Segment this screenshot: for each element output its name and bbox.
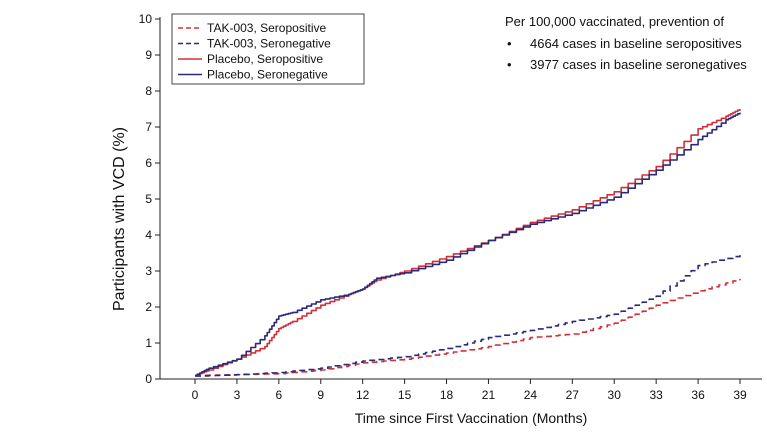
y-axis-title: Participants with VCD (%) [111, 127, 128, 311]
x-tick-label: 12 [356, 388, 370, 402]
x-tick-label: 15 [398, 388, 412, 402]
y-tick-label: 8 [145, 84, 152, 98]
x-tick-label: 9 [317, 388, 324, 402]
y-tick-label: 3 [145, 264, 152, 278]
legend-label: TAK-003, Seropositive [207, 21, 326, 35]
x-tick-label: 30 [608, 388, 622, 402]
y-tick-label: 9 [145, 48, 152, 62]
legend-label: Placebo, Seropositive [207, 52, 323, 66]
annotation-bullet-2: 3977 cases in baseline seronegatives [530, 57, 747, 72]
legend-label: Placebo, Seronegative [207, 68, 328, 82]
annotation-bullet-symbol-2: • [507, 57, 512, 72]
x-tick-label: 39 [733, 388, 747, 402]
y-tick-label: 10 [139, 12, 153, 26]
x-tick-label: 33 [649, 388, 663, 402]
legend-label: TAK-003, Seronegative [207, 37, 331, 51]
series-line-1 [195, 278, 741, 377]
y-tick-label: 7 [145, 120, 152, 134]
annotation-bullet-1: 4664 cases in baseline seropositives [530, 36, 742, 51]
y-tick-label: 4 [145, 228, 152, 242]
series-line-3 [195, 109, 741, 377]
y-tick-label: 6 [145, 156, 152, 170]
x-axis-title: Time since First Vaccination (Months) [355, 410, 588, 426]
annotation-box: Per 100,000 vaccinated, prevention of • … [505, 14, 747, 72]
legend-frame [171, 13, 365, 85]
y-tick-label: 1 [145, 336, 152, 350]
x-tick-label: 18 [440, 388, 454, 402]
y-tick-label: 0 [145, 372, 152, 386]
x-tick-label: 3 [234, 388, 241, 402]
legend: TAK-003, Seropositive TAK-003, Seronegati… [171, 13, 365, 85]
y-tick-label: 2 [145, 300, 152, 314]
x-tick-label: 21 [482, 388, 496, 402]
x-tick-label: 24 [524, 388, 538, 402]
series-line-4 [195, 112, 741, 377]
x-tick-label: 0 [192, 388, 199, 402]
annotation-heading: Per 100,000 vaccinated, prevention of [505, 14, 724, 29]
annotation-bullet-symbol-1: • [507, 36, 512, 51]
series-line-2 [195, 254, 741, 377]
y-tick-label: 5 [145, 192, 152, 206]
x-tick-label: 36 [691, 388, 705, 402]
series-layer [195, 109, 741, 377]
x-tick-label: 27 [566, 388, 580, 402]
x-tick-label: 6 [276, 388, 283, 402]
